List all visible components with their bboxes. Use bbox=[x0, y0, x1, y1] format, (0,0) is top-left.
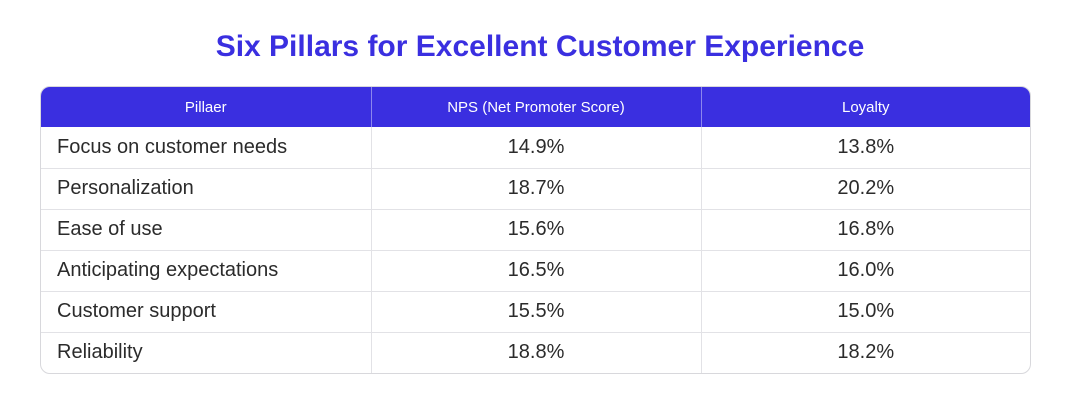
pillar-cell: Ease of use bbox=[57, 218, 163, 240]
table-row: Ease of use 15.6% 16.8% bbox=[41, 209, 1030, 250]
pillars-table-grid: Pillaer NPS (Net Promoter Score) Loyalty… bbox=[41, 87, 1030, 373]
pillar-cell: Personalization bbox=[57, 177, 194, 199]
pillar-cell: Anticipating expectations bbox=[57, 259, 279, 281]
nps-cell: 18.8% bbox=[370, 332, 701, 373]
loyalty-cell: 20.2% bbox=[700, 168, 1030, 209]
pillars-table: Pillaer NPS (Net Promoter Score) Loyalty… bbox=[40, 86, 1031, 374]
nps-cell: 15.5% bbox=[370, 291, 701, 332]
table-row: Customer support 15.5% 15.0% bbox=[41, 291, 1030, 332]
nps-cell: 16.5% bbox=[370, 250, 701, 291]
pillar-cell: Reliability bbox=[57, 341, 143, 364]
nps-cell: 15.6% bbox=[370, 209, 701, 250]
table-header-row: Pillaer NPS (Net Promoter Score) Loyalty bbox=[41, 87, 1030, 127]
table-row: Reliability 18.8% 18.2% bbox=[41, 332, 1030, 373]
column-header-pillar: Pillaer bbox=[184, 98, 227, 116]
column-header-loyalty: Loyalty bbox=[700, 87, 1030, 127]
loyalty-cell: 16.8% bbox=[700, 209, 1030, 250]
page-title: Six Pillars for Excellent Customer Exper… bbox=[215, 30, 865, 63]
pillar-cell: Customer support bbox=[57, 300, 216, 322]
pillar-cell: Focus on customer needs bbox=[57, 135, 288, 158]
table-row: Personalization 18.7% 20.2% bbox=[41, 168, 1030, 209]
column-header-nps: NPS (Net Promoter Score) bbox=[370, 87, 701, 127]
nps-cell: 18.7% bbox=[370, 168, 701, 209]
loyalty-cell: 15.0% bbox=[700, 291, 1030, 332]
loyalty-cell: 16.0% bbox=[700, 250, 1030, 291]
table-row: Anticipating expectations 16.5% 16.0% bbox=[41, 250, 1030, 291]
table-row: Focus on customer needs 14.9% 13.8% bbox=[41, 127, 1030, 168]
loyalty-cell: 18.2% bbox=[700, 332, 1030, 373]
loyalty-cell: 13.8% bbox=[700, 127, 1030, 168]
nps-cell: 14.9% bbox=[370, 127, 701, 168]
